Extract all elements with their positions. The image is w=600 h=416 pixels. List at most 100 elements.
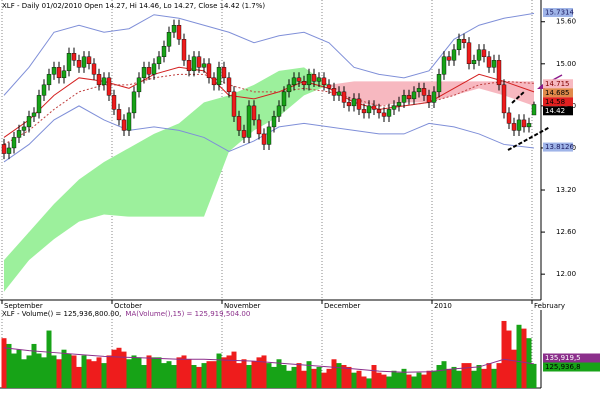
volume-bar: [46, 330, 52, 388]
volume-bar: [271, 366, 277, 388]
cloud-segment: [504, 81, 534, 106]
candle-body: [206, 63, 212, 79]
volume-bar: [506, 330, 512, 388]
volume-bar: [1, 338, 7, 388]
candle-body: [181, 39, 187, 61]
volume-ma-line: [3, 347, 535, 373]
cloud-segment: [254, 70, 279, 131]
price-tag-label: 14.58: [545, 98, 565, 106]
volume-bar: [301, 370, 307, 388]
candle-body: [406, 95, 412, 100]
candle-body: [221, 67, 227, 79]
candle-body: [26, 116, 32, 128]
candle-body: [271, 116, 277, 128]
volume-bar: [466, 363, 472, 388]
volume-bar: [411, 376, 417, 388]
candle-body: [416, 88, 422, 93]
candle-body: [326, 84, 332, 89]
volume-bar: [201, 363, 207, 388]
volume-bar: [396, 372, 402, 388]
candle-body: [296, 77, 302, 82]
candle-body: [471, 60, 477, 65]
candle-body: [496, 60, 502, 86]
candle-body: [226, 77, 232, 93]
candle-body: [516, 119, 522, 131]
volume-bar: [376, 372, 382, 388]
candle-body: [401, 95, 407, 103]
indicator-line: [3, 105, 535, 163]
candle-body: [36, 95, 42, 114]
volume-bar: [256, 357, 262, 388]
y-tick-label: 12.00: [556, 270, 576, 278]
volume-bar: [151, 357, 157, 388]
cloud-segment: [329, 81, 354, 103]
volume-bar: [531, 363, 537, 388]
candle-body: [386, 109, 392, 117]
candle-body: [66, 53, 72, 72]
volume-bar: [386, 376, 392, 388]
volume-bar: [86, 359, 92, 388]
volume-bar: [211, 361, 217, 388]
candle-body: [121, 119, 127, 131]
volume-bar: [471, 370, 477, 388]
volume-bar: [511, 349, 517, 388]
volume-bar: [11, 353, 17, 388]
candle-body: [46, 74, 52, 86]
candle-body: [291, 77, 297, 86]
volume-bar: [66, 353, 72, 388]
cloud-segment: [79, 161, 104, 222]
candle-body: [426, 95, 432, 103]
volume-bar: [516, 324, 522, 388]
candle-body: [6, 147, 12, 154]
candle-body: [336, 91, 342, 96]
cloud-segment: [129, 133, 154, 217]
volume-bar: [131, 355, 137, 388]
cloud-segment: [379, 81, 404, 106]
candle-body: [141, 67, 147, 79]
x-tick-label: October: [114, 302, 142, 310]
price-tag: [543, 79, 573, 89]
volume-bar: [436, 365, 442, 388]
candle-body: [466, 42, 472, 65]
trend-line: [507, 126, 551, 151]
volume-bar: [216, 353, 222, 388]
candle-body: [171, 25, 177, 33]
candle-body: [116, 109, 122, 121]
y-tick-label: 12.60: [556, 228, 576, 236]
candle-body: [311, 74, 317, 82]
y-tick-label: 15.00: [556, 60, 576, 68]
candle-body: [241, 130, 247, 138]
candle-body: [476, 49, 482, 61]
volume-bar: [381, 374, 387, 388]
price-tag-label: 14.42: [545, 107, 565, 115]
candle-body: [51, 67, 57, 75]
volume-bar: [191, 365, 197, 388]
candle-body: [276, 105, 282, 117]
cloud-segment: [4, 232, 29, 292]
volume-bar: [496, 363, 502, 388]
volume-bar: [371, 365, 377, 388]
candle-body: [146, 67, 152, 75]
volume-bar: [461, 363, 467, 388]
candle-body: [176, 25, 182, 40]
candle-body: [486, 56, 492, 68]
candle-body: [16, 130, 22, 138]
volume-bar: [431, 370, 437, 388]
candle-body: [246, 105, 252, 138]
price-tag-label: 14.715: [545, 80, 570, 88]
candle-body: [371, 105, 377, 110]
candle-body: [341, 91, 347, 103]
volume-bar: [31, 343, 37, 388]
cloud-segment: [29, 204, 54, 261]
candle-body: [1, 144, 7, 154]
candle-body: [301, 81, 307, 86]
candle-body: [166, 32, 172, 47]
candle-body: [436, 74, 442, 93]
indicator-line: [3, 66, 535, 138]
indicator-line: [3, 73, 535, 145]
candle-body: [161, 46, 167, 57]
candle-body: [451, 49, 457, 61]
candle-body: [391, 105, 397, 110]
candle-body: [316, 77, 322, 82]
